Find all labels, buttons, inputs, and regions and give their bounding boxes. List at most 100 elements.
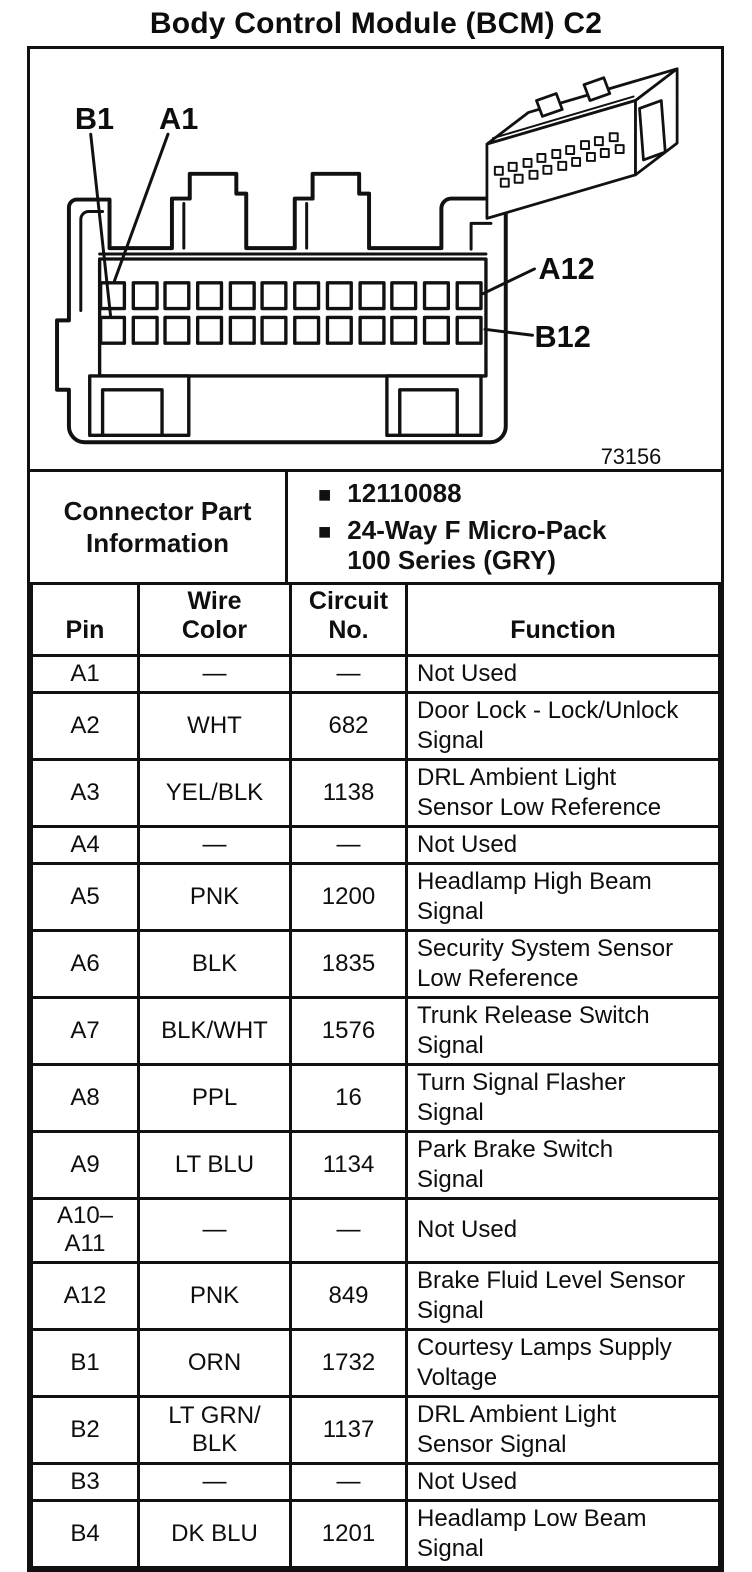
wire-color-cell: BLK — [137, 928, 292, 999]
wire-color-cell: LT GRN/ BLK — [137, 1394, 292, 1465]
circuit-cell: 1201 — [289, 1498, 408, 1569]
table-row: B3 — — Not Used — [30, 1461, 721, 1502]
function-cell: Not Used — [405, 824, 721, 865]
leader-lines — [89, 132, 536, 337]
function-cell: Not Used — [405, 1196, 721, 1264]
circuit-cell: 1576 — [289, 995, 408, 1066]
pin-cell: B2 — [30, 1394, 140, 1465]
wire-color-cell: — — [137, 1461, 292, 1502]
pin-cell: A5 — [30, 861, 140, 932]
pin-cell: A9 — [30, 1129, 140, 1200]
function-cell: Headlamp High Beam Signal — [405, 861, 721, 932]
circuit-cell: 1732 — [289, 1327, 408, 1398]
function-cell: Turn Signal Flasher Signal — [405, 1062, 721, 1133]
table-row: A12 PNK 849 Brake Fluid Level Sensor Sig… — [30, 1260, 721, 1331]
pin-cell: B4 — [30, 1498, 140, 1569]
pin-cell: A6 — [30, 928, 140, 999]
circuit-cell: 1835 — [289, 928, 408, 999]
connector-part-bullets: ■︎ 12110088 ■︎ 24-Way F Micro-Pack 100 S… — [288, 472, 721, 582]
circuit-cell: 1138 — [289, 757, 408, 828]
table-row: A2 WHT 682 Door Lock - Lock/Unlock Signa… — [30, 690, 721, 761]
connector-diagram-area: B1 A1 A12 B12 73156 — [30, 49, 721, 469]
wire-color-cell: ORN — [137, 1327, 292, 1398]
pin-label-b12: B12 — [534, 319, 590, 354]
col-header-circuit: Circuit No. — [289, 582, 408, 657]
mounting-feet — [88, 374, 483, 438]
function-cell: Park Brake Switch Signal — [405, 1129, 721, 1200]
table-row: A8 PPL 16 Turn Signal Flasher Signal — [30, 1062, 721, 1133]
col-header-function: Function — [405, 582, 721, 657]
circuit-cell: — — [289, 1196, 408, 1264]
table-row: A10– A11 — — Not Used — [30, 1196, 721, 1264]
circuit-cell: 849 — [289, 1260, 408, 1331]
table-row: B1 ORN 1732 Courtesy Lamps Supply Voltag… — [30, 1327, 721, 1398]
pin-cell: A8 — [30, 1062, 140, 1133]
function-cell: Trunk Release Switch Signal — [405, 995, 721, 1066]
figure-number: 73156 — [601, 444, 662, 469]
table-row: A1 — — Not Used — [30, 653, 721, 694]
circuit-cell: — — [289, 653, 408, 694]
pin-cell: B3 — [30, 1461, 140, 1502]
table-row: B2 LT GRN/ BLK 1137 DRL Ambient Light Se… — [30, 1394, 721, 1465]
wire-color-cell: DK BLU — [137, 1498, 292, 1569]
pin-cell: A1 — [30, 653, 140, 694]
function-cell: DRL Ambient Light Sensor Signal — [405, 1394, 721, 1465]
pin-cell: A7 — [30, 995, 140, 1066]
circuit-cell: 1137 — [289, 1394, 408, 1465]
table-row: A3 YEL/BLK 1138 DRL Ambient Light Sensor… — [30, 757, 721, 828]
connector-info-row: Connector Part Information ■︎ 12110088 ■… — [30, 469, 721, 583]
part-number: 12110088 — [347, 478, 462, 508]
wire-color-cell: PNK — [137, 861, 292, 932]
circuit-cell: 682 — [289, 690, 408, 761]
circuit-cell: — — [289, 1461, 408, 1502]
circuit-cell: — — [289, 824, 408, 865]
bullet-icon: ■︎ — [318, 482, 332, 507]
wire-color-cell: — — [137, 653, 292, 694]
connector-type: 24-Way F Micro-Pack 100 Series (GRY) — [347, 514, 607, 576]
pin-cell: A4 — [30, 824, 140, 865]
pin-cell: B1 — [30, 1327, 140, 1398]
wire-color-cell: BLK/WHT — [137, 995, 292, 1066]
col-header-wire: Wire Color — [137, 582, 292, 657]
pin-cell: A2 — [30, 690, 140, 761]
pin-label-a1: A1 — [159, 101, 198, 136]
face-view — [55, 132, 536, 445]
figure-box: B1 A1 A12 B12 73156 Connector Part Infor… — [27, 46, 724, 1572]
wire-color-cell: PPL — [137, 1062, 292, 1133]
pin-cell: A12 — [30, 1260, 140, 1331]
circuit-cell: 1200 — [289, 861, 408, 932]
table-row: A7 BLK/WHT 1576 Trunk Release Switch Sig… — [30, 995, 721, 1066]
function-cell: Door Lock - Lock/Unlock Signal — [405, 690, 721, 761]
pin-table: Pin Wire Color Circuit No. Function A1 —… — [30, 582, 721, 1569]
wire-color-cell: YEL/BLK — [137, 757, 292, 828]
function-cell: Security System Sensor Low Reference — [405, 928, 721, 999]
page-title: Body Control Module (BCM) C2 — [149, 7, 603, 40]
function-cell: Headlamp Low Beam Signal — [405, 1498, 721, 1569]
table-row: A4 — — Not Used — [30, 824, 721, 865]
function-cell: DRL Ambient Light Sensor Low Reference — [405, 757, 721, 828]
table-row: A6 BLK 1835 Security System Sensor Low R… — [30, 928, 721, 999]
wire-color-cell: — — [137, 1196, 292, 1264]
table-row: A9 LT BLU 1134 Park Brake Switch Signal — [30, 1129, 721, 1200]
connector-diagram: B1 A1 A12 B12 73156 — [55, 67, 679, 469]
wire-color-cell: — — [137, 824, 292, 865]
function-cell: Brake Fluid Level Sensor Signal — [405, 1260, 721, 1331]
col-header-pin: Pin — [30, 582, 140, 657]
iso-pin-grid — [493, 132, 625, 188]
pin-label-a12: A12 — [538, 251, 594, 286]
pin-cell: A3 — [30, 757, 140, 828]
iso-view — [485, 67, 679, 220]
bullet-icon: ■︎ — [318, 518, 332, 544]
wire-color-cell: WHT — [137, 690, 292, 761]
circuit-cell: 16 — [289, 1062, 408, 1133]
wire-color-cell: PNK — [137, 1260, 292, 1331]
function-cell: Not Used — [405, 1461, 721, 1502]
wire-color-cell: LT BLU — [137, 1129, 292, 1200]
pin-label-b1: B1 — [75, 101, 114, 136]
function-cell: Courtesy Lamps Supply Voltage — [405, 1327, 721, 1398]
bullet-item: ■︎ 12110088 — [318, 478, 713, 509]
table-row: A5 PNK 1200 Headlamp High Beam Signal — [30, 861, 721, 932]
header-row: Pin Wire Color Circuit No. Function — [30, 582, 721, 657]
pin-cell: A10– A11 — [30, 1196, 140, 1264]
